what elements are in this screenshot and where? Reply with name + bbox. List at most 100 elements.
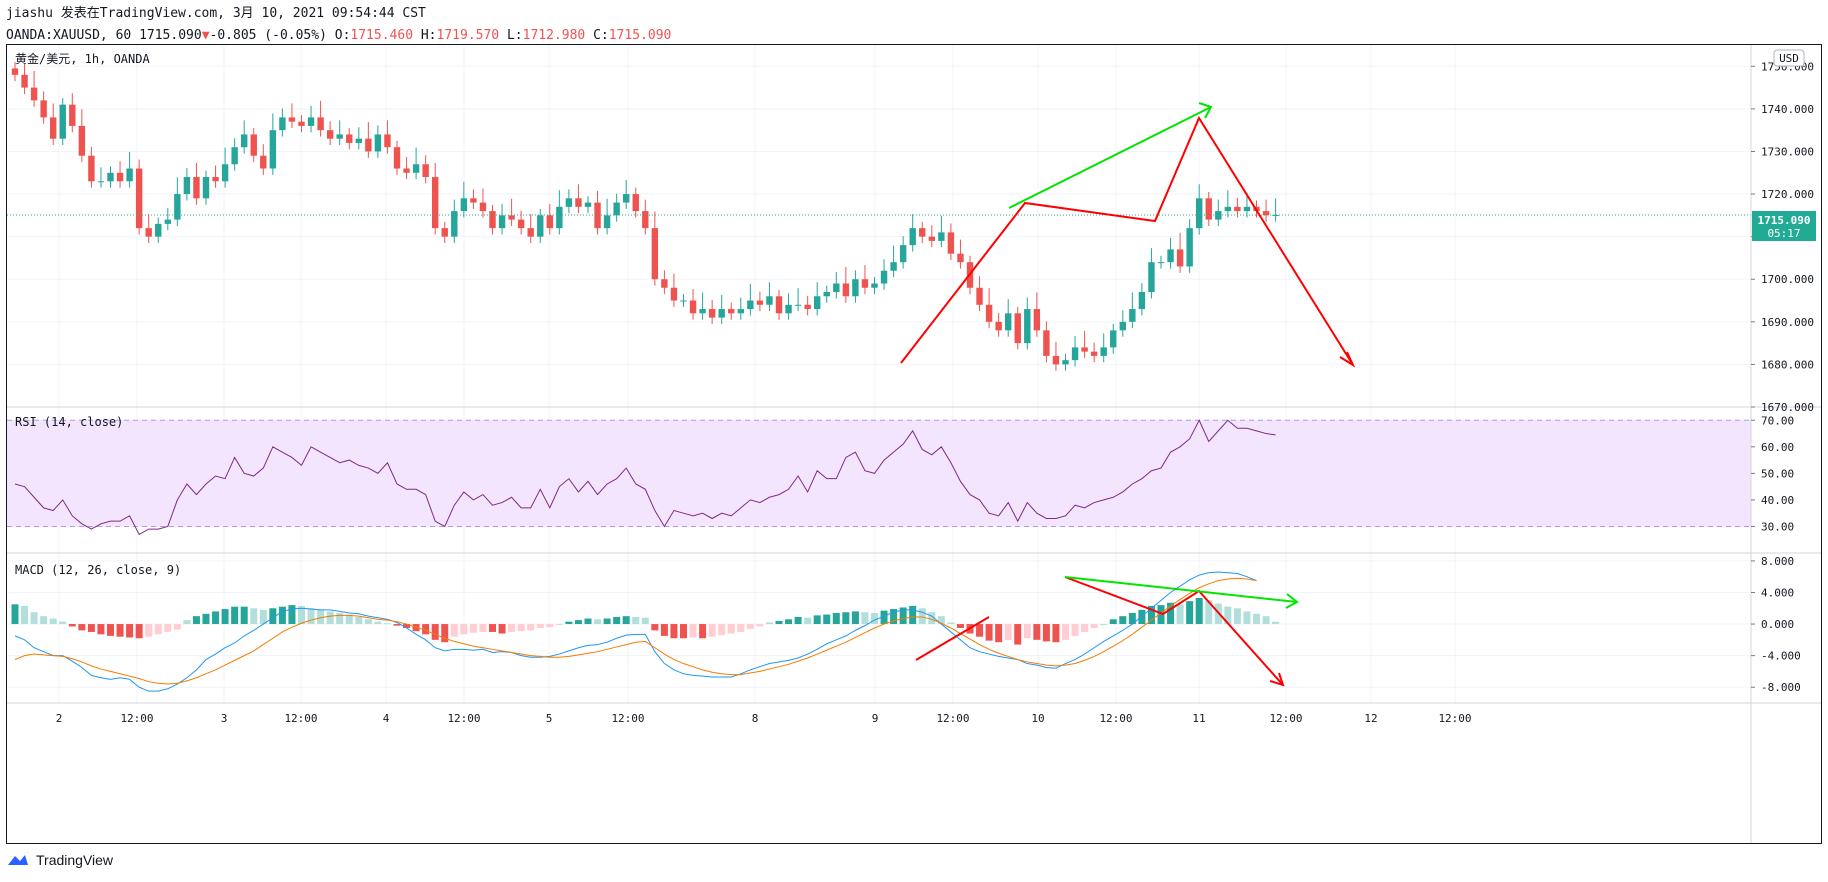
candle-body xyxy=(556,206,563,229)
candle-body xyxy=(69,104,76,126)
candle-body xyxy=(432,177,439,229)
symbol-name[interactable]: OANDA:XAUUSD, 60 xyxy=(6,28,132,43)
candle-body xyxy=(833,283,840,293)
candle xyxy=(135,159,143,235)
currency-button-box[interactable] xyxy=(1773,49,1805,67)
chart-canvas[interactable]: 1670.0001680.0001690.0001700.0001710.000… xyxy=(7,45,1821,843)
macd-histogram-bar xyxy=(785,619,793,625)
candle-body xyxy=(947,232,955,254)
candle-body xyxy=(1243,206,1251,212)
candle-body xyxy=(651,228,659,280)
macd-histogram-bar xyxy=(317,609,325,625)
candle xyxy=(909,214,916,252)
price-change: -0.805 (-0.05%) xyxy=(209,28,327,43)
macd-histogram-bar xyxy=(861,612,869,625)
macd-histogram-bar xyxy=(135,624,143,639)
footer[interactable]: TradingView xyxy=(6,852,113,868)
drawings xyxy=(900,102,1356,687)
candle xyxy=(164,208,171,231)
candle xyxy=(565,189,573,214)
macd-histogram-bar xyxy=(832,613,840,625)
candle-body xyxy=(59,104,66,139)
macd-histogram-bar xyxy=(536,624,544,628)
candle-body xyxy=(995,321,1002,331)
macd-histogram-bar xyxy=(212,611,220,625)
candle-body xyxy=(412,164,420,173)
macd-histogram-bar xyxy=(145,624,153,637)
candle-body xyxy=(670,287,678,301)
candle xyxy=(537,208,544,244)
candle xyxy=(546,203,553,235)
time-tick-label: 9 xyxy=(872,712,879,725)
candle xyxy=(814,282,821,316)
candle-body xyxy=(441,228,448,237)
candle-body xyxy=(976,287,983,305)
candle xyxy=(1224,190,1232,218)
candle xyxy=(890,245,897,278)
candle xyxy=(1234,197,1241,218)
macd-axis-tick-label: 0.000 xyxy=(1761,618,1794,631)
candle xyxy=(346,128,353,150)
macd-histogram-bar xyxy=(1272,621,1280,625)
main-pane-title: 黄金/美元, 1h, OANDA xyxy=(15,51,150,66)
macd-histogram-bar xyxy=(21,605,29,625)
macd-histogram-bar xyxy=(269,608,277,625)
currency-label[interactable]: USD xyxy=(1779,52,1799,65)
candle xyxy=(1033,292,1041,337)
candle xyxy=(1148,248,1155,299)
macd-histogram-bar xyxy=(1128,613,1136,625)
macd-histogram-bar xyxy=(737,624,745,632)
macd-histogram-bar xyxy=(126,624,134,638)
candle xyxy=(326,121,334,146)
candle xyxy=(355,127,362,150)
candle xyxy=(88,146,95,188)
macd-histogram-bar xyxy=(30,612,38,625)
macd-histogram-bar xyxy=(565,621,573,625)
macd-histogram-bar xyxy=(1253,613,1260,625)
chart-frame[interactable]: 1670.0001680.0001690.0001700.0001710.000… xyxy=(6,44,1822,844)
macd-histogram-bar xyxy=(240,606,248,625)
candle-body xyxy=(164,219,171,224)
candle xyxy=(1205,191,1212,226)
candle-body xyxy=(1081,347,1088,352)
open-value: 1715.460 xyxy=(350,28,414,43)
candle xyxy=(336,120,343,146)
candle-body xyxy=(1110,330,1117,348)
candle xyxy=(1119,310,1126,337)
candle xyxy=(432,162,439,235)
macd-histogram-bar xyxy=(259,609,267,625)
candle xyxy=(928,225,935,248)
candle-body xyxy=(1215,211,1222,220)
candle-body xyxy=(346,134,353,143)
candle-body xyxy=(546,215,553,229)
candle xyxy=(852,270,859,303)
candle xyxy=(804,295,811,316)
price-axis-tick-label: 1700.000 xyxy=(1761,273,1814,286)
candle-body xyxy=(40,100,47,118)
macd-histogram-bar xyxy=(431,624,439,640)
macd-histogram-bar xyxy=(97,624,105,635)
time-tick-label: 12:00 xyxy=(936,712,969,725)
green-arrowhead xyxy=(1198,102,1213,119)
macd-histogram-bar xyxy=(221,609,229,625)
candle-body xyxy=(814,296,821,310)
candle-body xyxy=(355,138,362,143)
candle-body xyxy=(861,279,869,288)
macd-histogram-bar xyxy=(890,609,898,625)
candle-body xyxy=(107,172,114,182)
candle xyxy=(947,223,955,261)
macd-histogram-bar xyxy=(326,611,334,625)
macd-histogram-bar xyxy=(613,616,621,625)
candle xyxy=(1090,342,1098,363)
candle-body xyxy=(11,68,19,75)
macd-histogram-bar xyxy=(1071,624,1079,636)
macd-axis-tick-label: -4.000 xyxy=(1761,650,1801,663)
currency-button[interactable]: USD xyxy=(1773,49,1805,67)
macd-histogram-bar xyxy=(899,607,907,625)
time-tick-label: 12:00 xyxy=(284,712,317,725)
candle xyxy=(938,215,945,248)
macd-histogram-bar xyxy=(976,624,984,637)
macd-histogram-bar xyxy=(1233,608,1241,625)
candle xyxy=(126,151,133,188)
candle-body xyxy=(326,130,334,139)
